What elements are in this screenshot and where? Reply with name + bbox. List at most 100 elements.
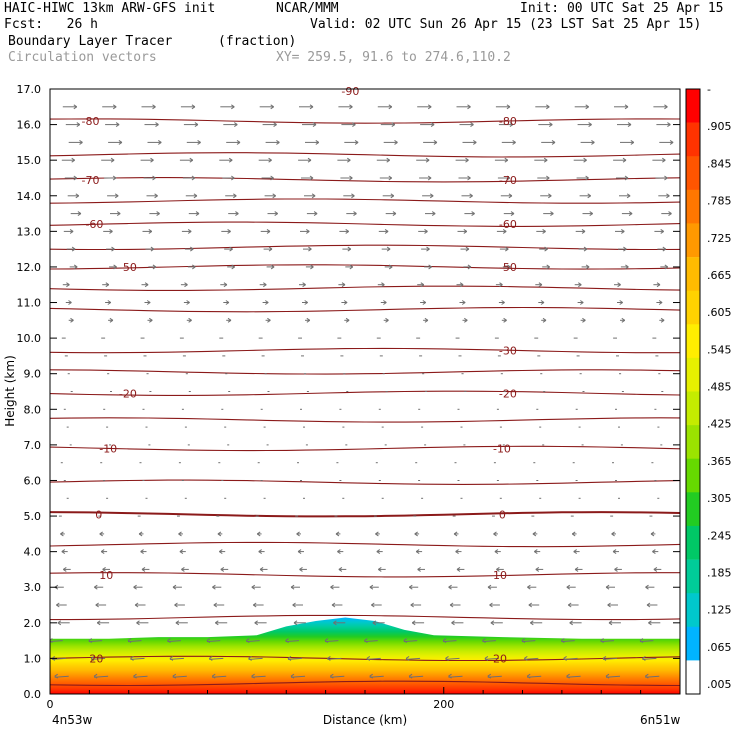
vector-arrow bbox=[445, 657, 460, 660]
vector-arrowhead bbox=[116, 211, 121, 217]
vector-arrowhead bbox=[70, 317, 74, 323]
colorbar-swatch bbox=[686, 391, 700, 426]
vector-arrowhead bbox=[487, 673, 492, 679]
vector-arrow bbox=[369, 675, 384, 678]
forecast-hour: Fcst: 26 h bbox=[4, 17, 98, 32]
vector-arrowhead bbox=[118, 139, 123, 145]
vector-arrowhead bbox=[627, 122, 632, 128]
vector-arrowhead bbox=[409, 584, 413, 590]
vector-arrowhead bbox=[501, 300, 505, 305]
contour-line bbox=[50, 479, 680, 485]
vector-arrowhead bbox=[375, 531, 379, 537]
vector-arrowhead bbox=[270, 264, 275, 270]
contour-line bbox=[50, 306, 680, 313]
contour-label: -80 bbox=[82, 115, 100, 128]
vector-arrowhead bbox=[105, 282, 110, 288]
vector-arrowhead bbox=[127, 638, 132, 644]
vector-arrowhead bbox=[546, 175, 550, 181]
vector-arrowhead bbox=[585, 175, 589, 181]
vector-arrowhead bbox=[621, 228, 625, 234]
vector-arrowhead bbox=[73, 264, 78, 270]
colorbar: - .905 .845 .785 .725 .665 .605 .545 .485 .425 .36… bbox=[685, 83, 732, 695]
vector-arrowhead bbox=[235, 211, 239, 217]
y-tick-label: 0.0 bbox=[24, 688, 42, 701]
vector-arrowhead bbox=[231, 264, 235, 270]
vector-arrowhead bbox=[534, 549, 538, 555]
vector-arrowhead bbox=[206, 638, 211, 644]
vector-arrowhead bbox=[422, 300, 427, 305]
vector-arrowhead bbox=[392, 211, 397, 217]
colorbar-swatch bbox=[686, 458, 700, 493]
vector-arrowhead bbox=[378, 566, 382, 572]
vector-arrowhead bbox=[100, 549, 105, 555]
vector-arrowhead bbox=[268, 157, 272, 163]
vector-arrowhead bbox=[174, 602, 178, 608]
vector-arrowhead bbox=[433, 139, 438, 145]
vector-arrowhead bbox=[112, 175, 117, 181]
vector-arrowhead bbox=[141, 566, 146, 572]
temperature-contours bbox=[50, 118, 680, 687]
vector-arrowhead bbox=[263, 282, 267, 288]
vector-arrowhead bbox=[246, 638, 250, 644]
vector-arrowhead bbox=[624, 175, 629, 181]
vector-arrow bbox=[527, 675, 542, 678]
vector-arrowhead bbox=[152, 175, 156, 181]
vector-arrowhead bbox=[664, 104, 668, 110]
vector-arrowhead bbox=[309, 175, 314, 181]
vector-arrow bbox=[443, 640, 457, 643]
vector-arrowhead bbox=[465, 246, 470, 252]
vector-arrowhead bbox=[273, 122, 277, 128]
vector-arrowhead bbox=[213, 602, 218, 608]
vector-arrowhead bbox=[228, 157, 233, 163]
vector-arrow bbox=[51, 657, 66, 660]
vector-arrowhead bbox=[372, 620, 377, 626]
vector-arrow bbox=[409, 675, 424, 678]
vector-arrowhead bbox=[484, 655, 489, 661]
vector-arrowhead bbox=[234, 122, 238, 128]
contour-labels: 20 20 10 10 0 0 -10 -10 -20 -20 -30 -50 -50 -60 -60 -70… bbox=[82, 85, 517, 666]
vector-arrowhead bbox=[467, 264, 472, 270]
vector-arrow bbox=[169, 657, 184, 660]
vector-arrowhead bbox=[335, 531, 340, 537]
vector-arrowhead bbox=[110, 157, 115, 163]
vector-arrowhead bbox=[315, 139, 320, 145]
colorbar-label: .485 bbox=[707, 381, 732, 394]
colorbar-label: .185 bbox=[707, 566, 732, 579]
vector-arrowhead bbox=[567, 602, 572, 608]
vector-arrow bbox=[285, 640, 300, 643]
vector-arrow bbox=[54, 675, 69, 678]
colorbar-label: .545 bbox=[707, 343, 732, 356]
contour-label: 20 bbox=[89, 652, 103, 665]
colorbar-swatch bbox=[686, 122, 700, 157]
vector-arrowhead bbox=[114, 193, 119, 199]
vector-arrowhead bbox=[310, 264, 314, 270]
y-tick-label: 9.0 bbox=[24, 368, 42, 381]
vector-arrow bbox=[364, 640, 378, 643]
vector-arrow bbox=[167, 640, 181, 643]
colorbar-swatch bbox=[686, 492, 700, 527]
vector-arrow bbox=[487, 675, 502, 678]
vector-arrowhead bbox=[503, 317, 507, 323]
vector-arrow bbox=[290, 675, 306, 678]
init-time: Init: 00 UTC Sat 25 Apr 15 bbox=[520, 1, 724, 16]
vector-arrowhead bbox=[293, 620, 298, 626]
vector-arrowhead bbox=[408, 673, 413, 679]
vector-arrowhead bbox=[376, 549, 381, 555]
colorbar-swatch bbox=[686, 357, 700, 392]
contour-label: -10 bbox=[493, 442, 511, 455]
vector-arrowhead bbox=[57, 620, 62, 626]
contour-line bbox=[50, 417, 680, 423]
vector-arrowhead bbox=[258, 549, 262, 555]
vector-arrowhead bbox=[133, 584, 137, 590]
contour-line bbox=[50, 369, 680, 375]
y-tick-label: 3.0 bbox=[24, 581, 42, 594]
vector-arrow bbox=[128, 640, 142, 643]
y-axis-title: Height (km) bbox=[3, 355, 17, 426]
vector-arrowhead bbox=[617, 282, 621, 288]
vector-arrowhead bbox=[666, 193, 670, 199]
y-tick-label: 16.0 bbox=[17, 119, 42, 132]
vector-arrowhead bbox=[417, 566, 421, 572]
vector-arrowhead bbox=[69, 228, 74, 234]
x-tick-label: 200 bbox=[433, 698, 454, 711]
